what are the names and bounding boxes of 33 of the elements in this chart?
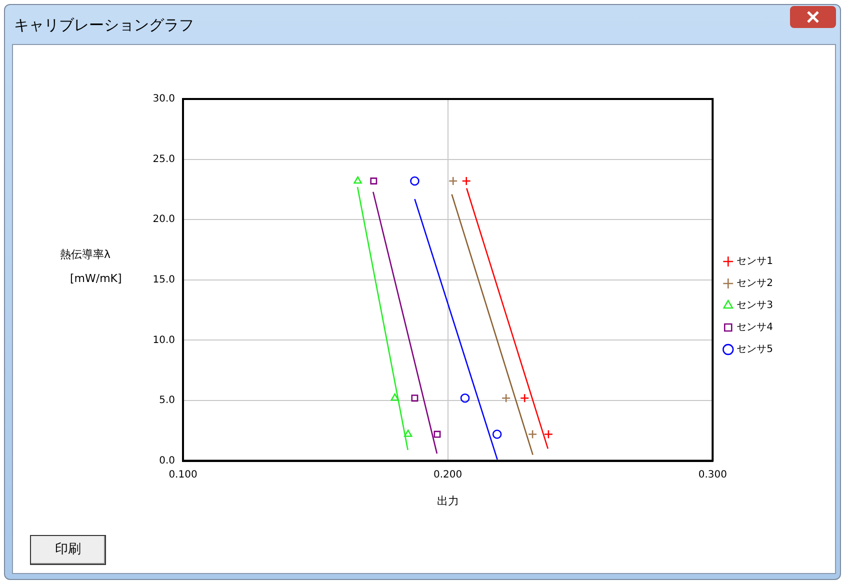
chart-title: キャリブレーショングラフ — [14, 16, 194, 35]
point — [520, 393, 530, 403]
point — [404, 430, 412, 437]
point — [354, 176, 362, 184]
point — [528, 430, 538, 439]
y-tick-label: 15.0 — [152, 274, 175, 286]
y-axis-title: 熱伝導率λ [mW/mK] — [60, 248, 122, 285]
y-tick-label: 0.0 — [159, 455, 175, 466]
legend-label: センサ5 — [736, 344, 774, 356]
x-axis-title: 出力 — [436, 494, 459, 508]
text: 印刷 — [30, 535, 106, 565]
x-tick-label: 0.100 — [168, 469, 198, 480]
y-tick-label: 25.0 — [152, 154, 175, 165]
point — [501, 393, 511, 403]
point — [434, 430, 441, 438]
y-tick-label: 10.0 — [152, 334, 175, 346]
point — [411, 394, 418, 402]
point — [544, 430, 554, 439]
point — [448, 176, 458, 186]
y-tick-label: 20.0 — [152, 214, 175, 226]
legend-label: センサ3 — [736, 300, 774, 312]
y-tick-label: 30.0 — [152, 94, 175, 105]
point — [460, 393, 470, 403]
legend-label: センサ4 — [736, 322, 774, 334]
x-tick-label: 0.200 — [434, 469, 462, 480]
point — [390, 393, 399, 401]
point — [492, 430, 502, 439]
x-tick-label: 0.300 — [698, 469, 727, 480]
point — [370, 178, 378, 184]
legend-label: センサ2 — [736, 278, 774, 290]
legend-label: センサ1 — [736, 256, 774, 268]
y-tick-label: 5.0 — [159, 395, 175, 406]
point — [410, 176, 420, 186]
